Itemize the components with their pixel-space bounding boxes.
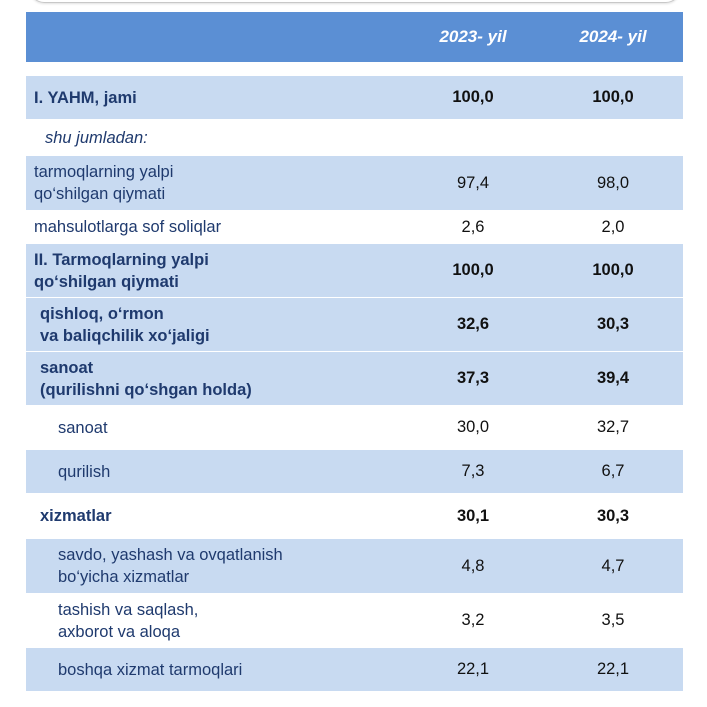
- table-row: boshqa xizmat tarmoqlari 22,1 22,1: [26, 648, 683, 692]
- row-value-2023: 30,1: [403, 494, 543, 539]
- row-value-2024: 30,3: [543, 494, 683, 539]
- row-value-2023: 4,8: [403, 539, 543, 594]
- row-value-2024: 6,7: [543, 450, 683, 494]
- row-label: tashish va saqlash, axborot va aloqa: [26, 594, 403, 648]
- row-value-2024: 22,1: [543, 648, 683, 692]
- table-row: qurilish 7,3 6,7: [26, 450, 683, 494]
- table-row: sanoat (qurilishni qo‘shgan holda) 37,3 …: [26, 352, 683, 406]
- row-label: II. Tarmoqlarning yalpi qo‘shilgan qiyma…: [26, 244, 403, 298]
- row-label: qishloq, o‘rmon va baliqchilik xo‘jaligi: [26, 298, 403, 352]
- row-value-2023: 100,0: [403, 76, 543, 120]
- header-year-2024: 2024- yil: [543, 12, 683, 62]
- table-row: sanoat 30,0 32,7: [26, 406, 683, 450]
- table-row: savdo, yashash va ovqatlanish bo‘yicha x…: [26, 539, 683, 594]
- row-value-2024: 2,0: [543, 211, 683, 244]
- row-value-2023: 3,2: [403, 594, 543, 648]
- row-value-2024: 32,7: [543, 406, 683, 450]
- row-value-2023: 97,4: [403, 156, 543, 211]
- row-value-2024: 100,0: [543, 76, 683, 120]
- header-year-2023: 2023- yil: [403, 12, 543, 62]
- row-value-2024: 39,4: [543, 352, 683, 406]
- gdp-structure-table: 2023- yil 2024- yil I. YAHM, jami 100,0 …: [26, 12, 683, 692]
- row-value-2024: 4,7: [543, 539, 683, 594]
- row-value-2023: 2,6: [403, 211, 543, 244]
- table-row: qishloq, o‘rmon va baliqchilik xo‘jaligi…: [26, 298, 683, 352]
- row-label: shu jumladan:: [26, 120, 403, 156]
- table-row: xizmatlar 30,1 30,3: [26, 494, 683, 539]
- frame-edge: [30, 0, 680, 3]
- table-header-row: 2023- yil 2024- yil: [26, 12, 683, 62]
- row-label: tarmoqlarning yalpi qo‘shilgan qiymati: [26, 156, 403, 211]
- table-row: tashish va saqlash, axborot va aloqa 3,2…: [26, 594, 683, 648]
- row-label: I. YAHM, jami: [26, 76, 403, 120]
- row-label: sanoat (qurilishni qo‘shgan holda): [26, 352, 403, 406]
- row-value-2024: 98,0: [543, 156, 683, 211]
- header-gap: [26, 62, 683, 76]
- row-value-2024: 3,5: [543, 594, 683, 648]
- row-label: xizmatlar: [26, 494, 403, 539]
- row-label: boshqa xizmat tarmoqlari: [26, 648, 403, 692]
- table-row: I. YAHM, jami 100,0 100,0: [26, 76, 683, 120]
- row-value-2024: 30,3: [543, 298, 683, 352]
- row-label: mahsulotlarga sof soliqlar: [26, 211, 403, 244]
- table-row: shu jumladan:: [26, 120, 683, 156]
- row-label: savdo, yashash va ovqatlanish bo‘yicha x…: [26, 539, 403, 594]
- table-row: II. Tarmoqlarning yalpi qo‘shilgan qiyma…: [26, 244, 683, 298]
- row-label: qurilish: [26, 450, 403, 494]
- row-value-2023: 30,0: [403, 406, 543, 450]
- row-label: sanoat: [26, 406, 403, 450]
- table-row: tarmoqlarning yalpi qo‘shilgan qiymati 9…: [26, 156, 683, 211]
- row-value-2023: 32,6: [403, 298, 543, 352]
- row-value-2023: 7,3: [403, 450, 543, 494]
- row-value-2023: 22,1: [403, 648, 543, 692]
- row-value-2023: 100,0: [403, 244, 543, 298]
- header-blank-cell: [26, 12, 403, 62]
- table-row: mahsulotlarga sof soliqlar 2,6 2,0: [26, 211, 683, 244]
- row-value-2023: 37,3: [403, 352, 543, 406]
- row-value-2024: 100,0: [543, 244, 683, 298]
